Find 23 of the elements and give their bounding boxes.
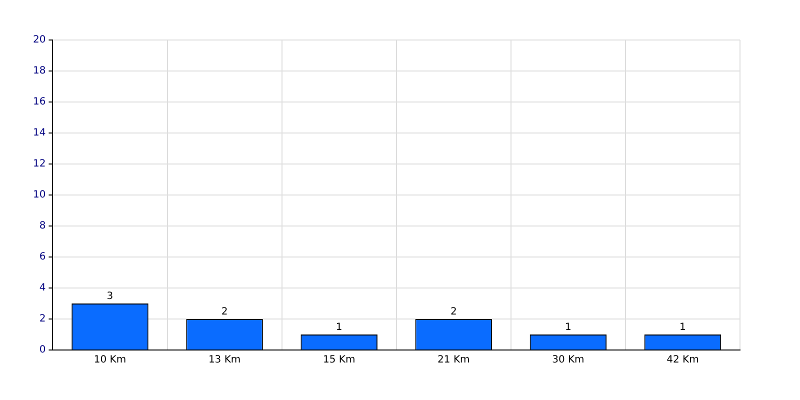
x-tick-label: 10 Km	[94, 354, 126, 366]
y-tick-label: 6	[39, 252, 46, 263]
data-label: 3	[106, 291, 114, 302]
y-tick-label: 4	[39, 282, 46, 294]
x-tick-label: 13 Km	[208, 354, 241, 366]
data-label: 2	[450, 306, 457, 318]
x-tick-label: 15 Km	[322, 354, 356, 366]
y-tick-label: 0	[39, 344, 46, 356]
y-tick-label: 20	[32, 34, 46, 46]
y-tick-label: 16	[32, 96, 46, 108]
y-tick-label: 2	[39, 314, 46, 325]
y-tick-label: 18	[32, 66, 46, 77]
data-label: 1	[564, 322, 572, 334]
x-tick-label: 21 Km	[438, 354, 470, 366]
y-tick-label: 8	[39, 220, 46, 232]
x-tick-label: 42 Km	[666, 354, 699, 366]
y-tick-label: 10	[32, 190, 46, 201]
data-label: 1	[336, 322, 342, 334]
x-tick-label: 30 Km	[552, 354, 584, 366]
y-tick-label: 12	[32, 158, 46, 170]
data-label: 2	[221, 306, 228, 318]
y-tick-label: 14	[32, 128, 46, 139]
data-label: 1	[680, 322, 686, 334]
